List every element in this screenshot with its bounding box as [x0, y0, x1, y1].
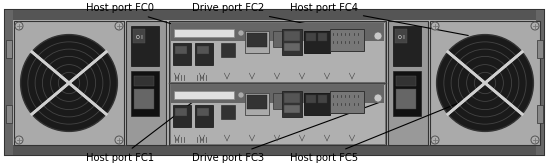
Bar: [170, 84, 385, 144]
Bar: [329, 29, 363, 51]
Bar: [169, 21, 386, 145]
Bar: [284, 43, 300, 51]
Bar: [245, 93, 269, 115]
Text: O I: O I: [397, 35, 405, 40]
Text: Host port FC0: Host port FC0: [86, 3, 199, 32]
Circle shape: [531, 22, 539, 30]
Bar: [282, 29, 302, 55]
Bar: [284, 93, 300, 103]
Bar: [134, 89, 154, 109]
Bar: [5, 10, 544, 20]
Bar: [282, 91, 302, 117]
Bar: [247, 95, 267, 109]
Bar: [170, 22, 385, 82]
Bar: [174, 29, 234, 37]
Bar: [173, 43, 191, 65]
Text: Host port FC4: Host port FC4: [290, 3, 468, 36]
Text: Drive port FC3: Drive port FC3: [192, 102, 380, 163]
Bar: [284, 105, 300, 113]
Bar: [133, 29, 145, 43]
Circle shape: [238, 92, 244, 98]
Bar: [304, 31, 329, 53]
Circle shape: [436, 35, 534, 131]
Bar: [395, 29, 407, 43]
Text: Host port FC5: Host port FC5: [290, 99, 468, 163]
Circle shape: [115, 136, 123, 144]
Bar: [131, 26, 159, 66]
Bar: [175, 46, 187, 54]
Bar: [284, 31, 300, 41]
Bar: [126, 21, 166, 145]
Bar: [388, 21, 428, 145]
Bar: [306, 33, 316, 41]
Bar: [537, 40, 543, 58]
Bar: [393, 26, 421, 66]
Bar: [304, 93, 329, 115]
Bar: [430, 21, 540, 145]
Bar: [5, 145, 544, 155]
Bar: [221, 43, 235, 57]
Bar: [245, 31, 269, 53]
Circle shape: [15, 136, 23, 144]
Bar: [197, 108, 209, 116]
Bar: [329, 91, 363, 113]
Circle shape: [115, 22, 123, 30]
Bar: [5, 10, 544, 155]
Bar: [171, 23, 384, 41]
Bar: [247, 33, 267, 47]
Bar: [195, 43, 213, 65]
Bar: [537, 105, 543, 123]
Circle shape: [238, 30, 244, 36]
Circle shape: [374, 94, 382, 102]
Text: O I: O I: [136, 35, 142, 40]
Text: Drive port FC2: Drive port FC2: [192, 3, 380, 39]
Circle shape: [21, 35, 117, 131]
Bar: [317, 33, 327, 41]
Bar: [195, 105, 213, 127]
Circle shape: [431, 22, 439, 30]
Bar: [5, 10, 13, 155]
Bar: [134, 76, 154, 86]
Bar: [306, 95, 316, 103]
Circle shape: [531, 136, 539, 144]
Bar: [171, 85, 384, 103]
Bar: [173, 105, 191, 127]
Bar: [273, 93, 289, 109]
Bar: [174, 91, 234, 99]
Bar: [131, 71, 159, 116]
Bar: [536, 10, 544, 155]
Bar: [396, 76, 416, 86]
Circle shape: [15, 22, 23, 30]
Bar: [221, 105, 235, 119]
Bar: [197, 46, 209, 54]
Bar: [393, 71, 421, 116]
Bar: [6, 105, 12, 123]
Text: Host port FC1: Host port FC1: [86, 97, 200, 163]
Circle shape: [431, 136, 439, 144]
Bar: [6, 40, 12, 58]
Circle shape: [374, 32, 382, 40]
Bar: [14, 21, 124, 145]
Bar: [396, 89, 416, 109]
Bar: [175, 108, 187, 116]
Bar: [273, 31, 289, 47]
Bar: [317, 95, 327, 103]
